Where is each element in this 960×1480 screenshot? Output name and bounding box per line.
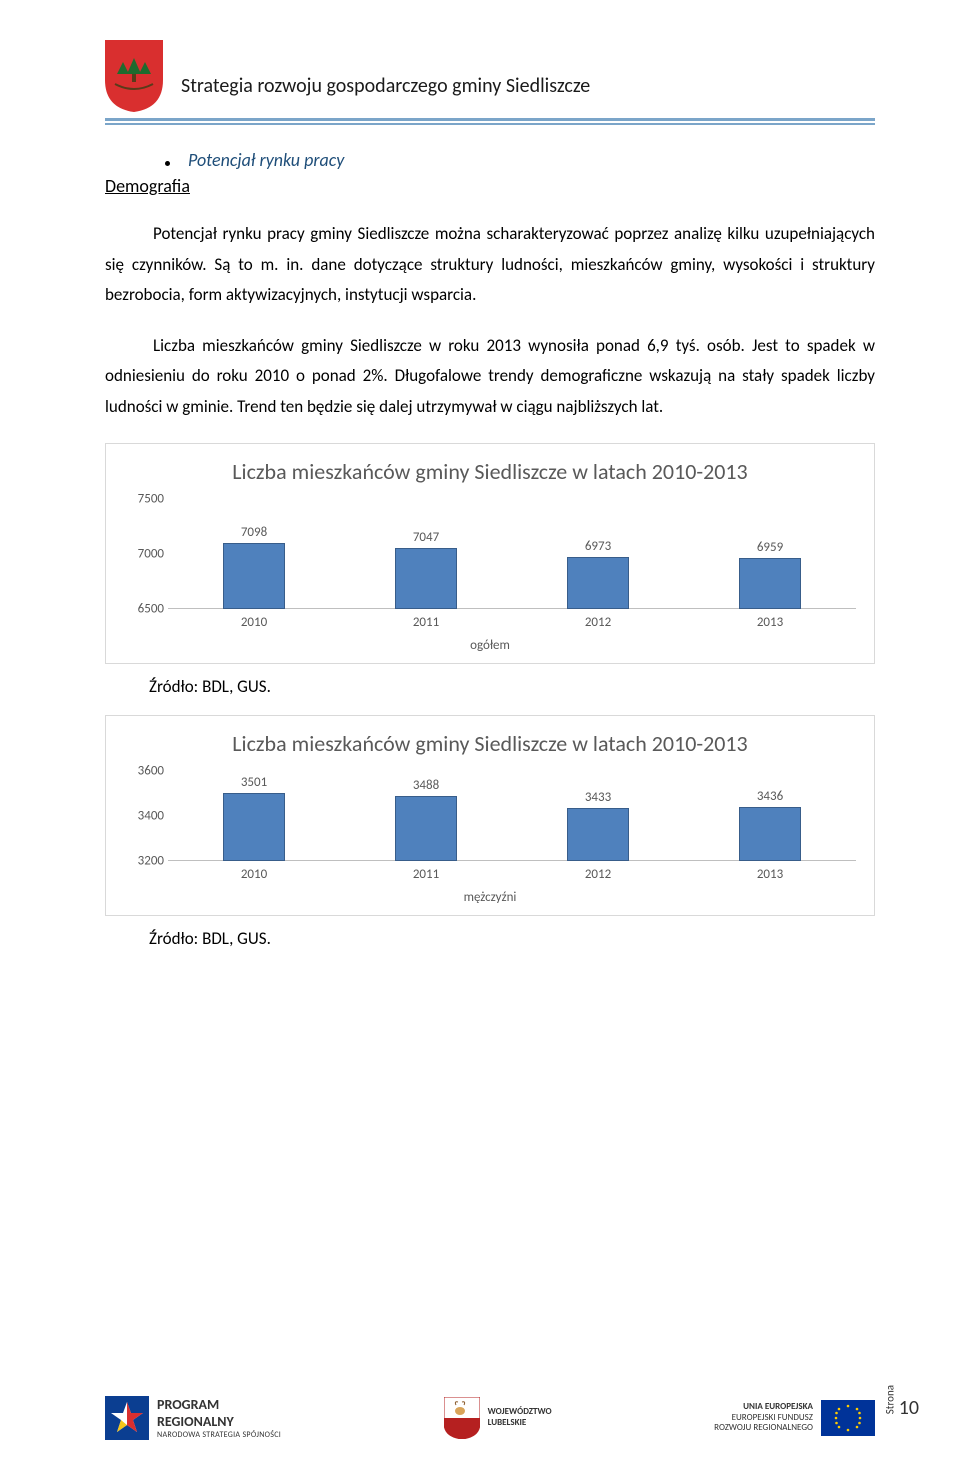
bar bbox=[223, 793, 285, 861]
chart-1-title: Liczba mieszkańców gminy Siedliszcze w l… bbox=[124, 458, 856, 485]
x-tick-label: 2012 bbox=[522, 615, 673, 630]
paragraph-2: Liczba mieszkańców gminy Siedliszcze w r… bbox=[105, 331, 875, 423]
chart-1: Liczba mieszkańców gminy Siedliszcze w l… bbox=[105, 443, 875, 664]
bullet-icon bbox=[165, 161, 170, 166]
bar bbox=[567, 808, 629, 860]
x-tick-label: 2012 bbox=[522, 867, 673, 882]
eu-flag-icon bbox=[821, 1400, 875, 1436]
bar bbox=[567, 557, 629, 609]
chart-2-source: Źródło: BDL, GUS. bbox=[149, 928, 875, 949]
chart-1-axis-title: ogółem bbox=[124, 638, 856, 653]
star-logo-icon bbox=[105, 1396, 149, 1440]
chart-2-title: Liczba mieszkańców gminy Siedliszcze w l… bbox=[124, 730, 856, 757]
y-tick-label: 7000 bbox=[124, 546, 164, 561]
logo1-line1: PROGRAM bbox=[157, 1396, 281, 1413]
y-tick-label: 3200 bbox=[124, 853, 164, 868]
bar bbox=[739, 807, 801, 860]
header-rule bbox=[105, 118, 875, 125]
document-title: Strategia rozwoju gospodarczego gminy Si… bbox=[181, 40, 590, 98]
x-tick-label: 2010 bbox=[178, 867, 329, 882]
bar-value-label: 3488 bbox=[413, 778, 439, 793]
bar-value-label: 3433 bbox=[585, 790, 611, 805]
chart-1-source: Źródło: BDL, GUS. bbox=[149, 676, 875, 697]
bar-value-label: 3436 bbox=[757, 789, 783, 804]
bar bbox=[739, 558, 801, 608]
x-tick-label: 2010 bbox=[178, 615, 329, 630]
logo3-line3: ROZWOJU REGIONALNEGO bbox=[714, 1423, 813, 1434]
y-tick-label: 3400 bbox=[124, 808, 164, 823]
section-subhead: Demografia bbox=[105, 175, 875, 197]
page-footer: PROGRAM REGIONALNY NARODOWA STRATEGIA SP… bbox=[105, 1396, 875, 1440]
chart-2-axis-title: mężczyźni bbox=[124, 890, 856, 905]
bullet-item: Potencjał rynku pracy bbox=[105, 149, 875, 171]
bar-value-label: 7047 bbox=[413, 530, 439, 545]
chart-1-plot: 6500700075007098704769736959 bbox=[168, 499, 856, 609]
paragraph-1: Potencjał rynku pracy gminy Siedliszcze … bbox=[105, 219, 875, 311]
page-header: Strategia rozwoju gospodarczego gminy Si… bbox=[105, 40, 875, 112]
logo1-line3: NARODOWA STRATEGIA SPÓJNOŚCI bbox=[157, 1430, 281, 1440]
shield-deer-icon bbox=[444, 1397, 480, 1439]
logo3-line1: UNIA EUROPEJSKA bbox=[714, 1402, 813, 1413]
bar bbox=[223, 543, 285, 609]
x-tick-label: 2011 bbox=[350, 615, 501, 630]
bar bbox=[395, 796, 457, 861]
bar-value-label: 6973 bbox=[585, 539, 611, 554]
chart-2-plot: 3200340036003501348834333436 bbox=[168, 771, 856, 861]
x-tick-label: 2013 bbox=[694, 615, 845, 630]
chart-2: Liczba mieszkańców gminy Siedliszcze w l… bbox=[105, 715, 875, 916]
logo-program-regionalny: PROGRAM REGIONALNY NARODOWA STRATEGIA SP… bbox=[105, 1396, 281, 1440]
logo-eu: UNIA EUROPEJSKA EUROPEJSKI FUNDUSZ ROZWO… bbox=[714, 1400, 875, 1436]
bar-value-label: 3501 bbox=[241, 775, 267, 790]
page-num-value: 10 bbox=[899, 1396, 919, 1420]
bar-value-label: 7098 bbox=[241, 525, 267, 540]
page-label: Strona bbox=[884, 1385, 897, 1414]
bullet-label: Potencjał rynku pracy bbox=[188, 149, 344, 171]
page-number: Strona 10 bbox=[884, 1385, 919, 1420]
x-tick-label: 2013 bbox=[694, 867, 845, 882]
y-tick-label: 7500 bbox=[124, 491, 164, 506]
bar-value-label: 6959 bbox=[757, 540, 783, 555]
logo-wojewodztwo: WOJEWÓDZTWO LUBELSKIE bbox=[444, 1397, 552, 1439]
chart-1-xlabels: 2010 2011 2012 2013 bbox=[124, 615, 856, 630]
bar bbox=[395, 548, 457, 608]
logo1-line2: REGIONALNY bbox=[157, 1413, 281, 1430]
x-tick-label: 2011 bbox=[350, 867, 501, 882]
chart-2-xlabels: 2010 2011 2012 2013 bbox=[124, 867, 856, 882]
y-tick-label: 6500 bbox=[124, 601, 164, 616]
y-tick-label: 3600 bbox=[124, 763, 164, 778]
crest-icon bbox=[105, 40, 163, 112]
logo2-text: WOJEWÓDZTWO LUBELSKIE bbox=[488, 1407, 552, 1429]
